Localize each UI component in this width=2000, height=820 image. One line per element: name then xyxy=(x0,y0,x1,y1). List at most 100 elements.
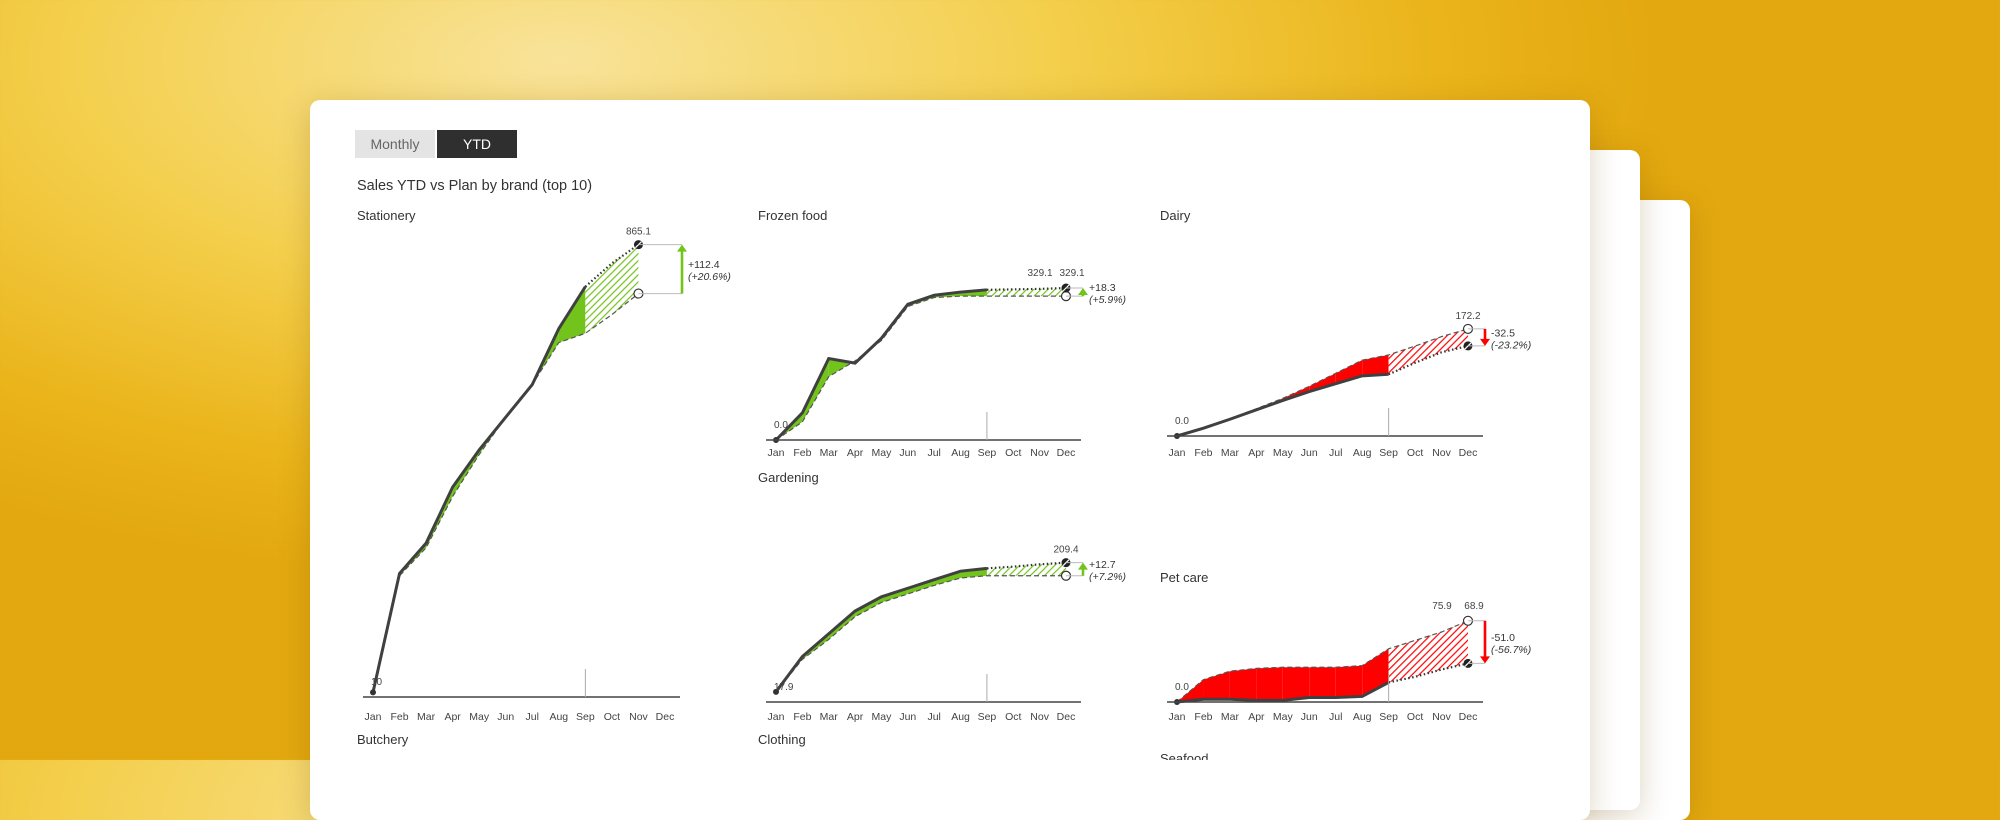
x-tick-label: Mar xyxy=(1221,711,1240,723)
end-value-label: 865.1 xyxy=(626,227,651,238)
x-tick-label: Oct xyxy=(1005,711,1021,723)
x-tick-label: Jun xyxy=(497,711,514,723)
x-tick-label: May xyxy=(469,711,490,723)
x-tick-label: Dec xyxy=(1459,447,1478,459)
variance-value-label: -51.0 xyxy=(1491,632,1515,644)
x-tick-label: Nov xyxy=(1432,447,1451,459)
x-tick-label: Aug xyxy=(951,711,970,723)
x-tick-label: May xyxy=(872,711,893,723)
variance-percent-label: (-23.2%) xyxy=(1491,339,1531,351)
x-tick-label: Aug xyxy=(951,447,970,459)
forecast-line xyxy=(986,561,1067,570)
forecast-line xyxy=(584,243,640,288)
report-card xyxy=(310,100,1590,820)
x-tick-label: Nov xyxy=(1432,711,1451,723)
variance-area xyxy=(1362,354,1389,376)
x-tick-label: Feb xyxy=(793,711,811,723)
x-tick-label: Apr xyxy=(444,711,461,723)
chart-stationery xyxy=(363,240,687,698)
variance-area xyxy=(1309,373,1336,392)
x-tick-label: Jan xyxy=(365,711,382,723)
x-tick-label: Nov xyxy=(1030,711,1049,723)
end-value-label-a: 329.1 xyxy=(1027,268,1052,279)
start-value-label: 10 xyxy=(371,677,383,688)
chart-gardening xyxy=(766,558,1088,703)
forecast-variance-area xyxy=(585,244,639,334)
x-tick-label: Mar xyxy=(1221,447,1240,459)
x-tick-label: Dec xyxy=(1057,447,1076,459)
x-tick-label: Jun xyxy=(899,447,916,459)
plan-line xyxy=(775,295,1066,441)
actual-line xyxy=(371,285,587,693)
report-title: Sales YTD vs Plan by brand (top 10) xyxy=(357,178,593,194)
actual-line xyxy=(774,288,988,442)
x-tick-label: Mar xyxy=(820,447,839,459)
x-tick-label: Nov xyxy=(629,711,648,723)
chart-title-partial: Clothing xyxy=(758,732,806,747)
x-tick-label: Jul xyxy=(927,447,940,459)
variance-value-label: -32.5 xyxy=(1491,327,1515,339)
variance-arrowhead xyxy=(1078,288,1088,295)
x-tick-label: Sep xyxy=(1379,711,1398,723)
variance-area xyxy=(558,286,586,343)
variance-percent-label: (+7.2%) xyxy=(1089,571,1126,583)
start-point xyxy=(370,689,376,696)
monthly-button[interactable]: Monthly xyxy=(355,130,435,158)
ytd-button[interactable]: YTD xyxy=(437,130,517,158)
x-tick-label: Apr xyxy=(847,447,864,459)
x-tick-label: Feb xyxy=(793,447,811,459)
x-tick-label: Jan xyxy=(1169,711,1186,723)
chart-title: Stationery xyxy=(357,208,416,223)
end-value-label: 172.2 xyxy=(1455,311,1480,322)
variance-area xyxy=(1256,667,1283,701)
x-tick-label: Feb xyxy=(1194,447,1212,459)
start-value-label: 0.0 xyxy=(1175,416,1189,427)
plan-line xyxy=(372,293,639,693)
forecast-variance-area xyxy=(986,288,1066,297)
chart-pet-care xyxy=(1167,615,1490,705)
variance-value-label: +112.4 xyxy=(688,259,720,271)
variance-area xyxy=(1309,667,1336,698)
chart-title: Gardening xyxy=(758,470,819,485)
x-tick-label: Sep xyxy=(978,711,997,723)
x-tick-label: Jul xyxy=(1329,447,1342,459)
x-tick-label: May xyxy=(1273,711,1294,723)
x-tick-label: Jul xyxy=(526,711,539,723)
x-tick-label: May xyxy=(1273,447,1294,459)
x-tick-label: Oct xyxy=(1407,447,1423,459)
variance-percent-label: (+5.9%) xyxy=(1089,294,1126,306)
start-value-label: 0.0 xyxy=(1175,682,1189,693)
x-tick-label: Oct xyxy=(1407,711,1423,723)
x-tick-label: Mar xyxy=(417,711,436,723)
forecast-variance-area xyxy=(986,562,1066,576)
x-tick-label: Jan xyxy=(768,711,785,723)
end-value-label-a: 75.9 xyxy=(1432,601,1452,612)
x-tick-label: Jul xyxy=(1329,711,1342,723)
x-tick-label: Jun xyxy=(899,711,916,723)
chart-title: Frozen food xyxy=(758,208,827,223)
x-tick-label: Sep xyxy=(1379,447,1398,459)
end-value-label-b: 68.9 xyxy=(1464,601,1484,612)
actual-line xyxy=(1176,372,1389,438)
variance-arrowhead xyxy=(677,244,687,252)
actual-line xyxy=(774,566,988,693)
x-tick-label: Oct xyxy=(604,711,620,723)
end-value-label-b: 329.1 xyxy=(1059,268,1084,279)
chart-dairy xyxy=(1167,323,1490,439)
end-value-label: 209.4 xyxy=(1053,545,1078,556)
variance-value-label: +12.7 xyxy=(1089,559,1116,571)
variance-area xyxy=(1335,665,1363,698)
start-point xyxy=(773,688,779,695)
x-tick-label: Jun xyxy=(1301,447,1318,459)
x-tick-label: Jan xyxy=(768,447,785,459)
chart-frozen-food xyxy=(766,283,1088,443)
x-tick-label: Dec xyxy=(1057,711,1076,723)
chart-title: Dairy xyxy=(1160,208,1191,223)
x-tick-label: Aug xyxy=(549,711,568,723)
x-tick-label: Sep xyxy=(576,711,595,723)
plan-line xyxy=(775,575,1066,693)
variance-percent-label: (+20.6%) xyxy=(688,271,731,283)
chart-title: Pet care xyxy=(1160,570,1208,585)
variance-area xyxy=(1229,668,1257,701)
x-tick-label: Nov xyxy=(1030,447,1049,459)
